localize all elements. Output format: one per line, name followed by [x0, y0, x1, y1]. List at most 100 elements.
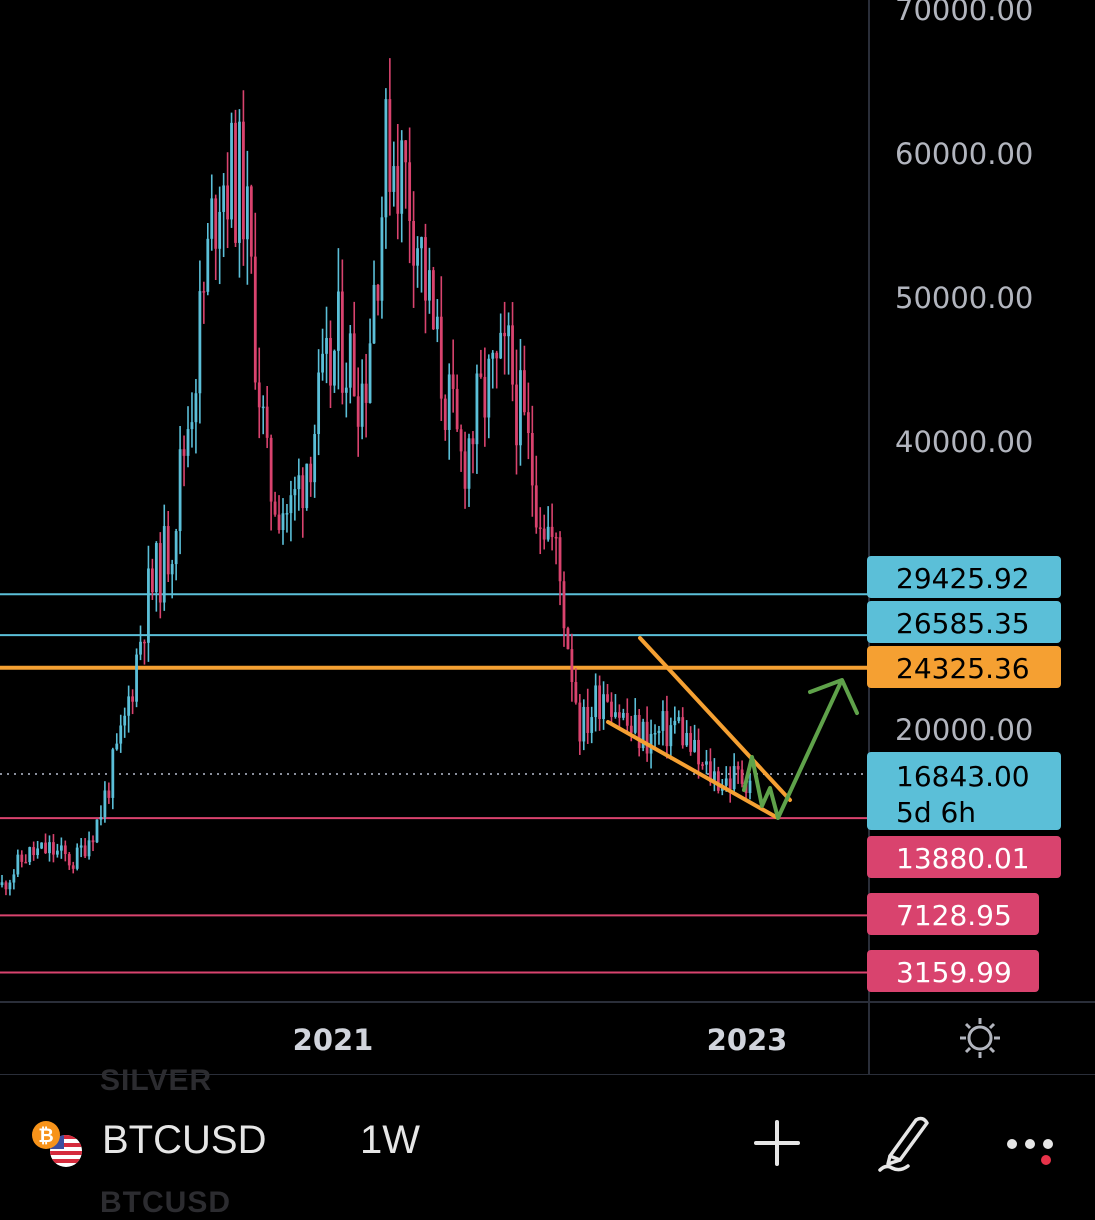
- candle-body: [705, 761, 708, 765]
- pencil-icon[interactable]: [876, 1112, 938, 1174]
- candle-body: [170, 564, 174, 575]
- candle-body: [226, 185, 229, 220]
- candle-body: [234, 122, 237, 243]
- candle-body: [214, 198, 218, 249]
- candle-body: [435, 316, 439, 330]
- x-tick-label-2023: 2023: [707, 1023, 788, 1057]
- candle-body: [257, 382, 261, 408]
- candle-body: [198, 291, 202, 394]
- candle-body: [293, 489, 297, 496]
- settings-icon[interactable]: [960, 1018, 1000, 1058]
- candle-body: [131, 696, 135, 702]
- candle-body: [546, 526, 550, 540]
- candle-body: [281, 513, 285, 530]
- candle-body: [515, 384, 518, 446]
- candle-body: [570, 649, 574, 683]
- candle-body: [578, 702, 582, 742]
- projection-arrowhead: [808, 678, 859, 715]
- candle-body: [99, 817, 103, 820]
- candle-body: [63, 845, 67, 855]
- candle-body: [238, 121, 241, 243]
- candle-body: [534, 485, 538, 528]
- more-icon[interactable]: [1004, 1130, 1064, 1170]
- candle-body: [210, 198, 214, 239]
- candle-body: [677, 717, 681, 721]
- symbol-name[interactable]: BTCUSD: [102, 1118, 267, 1162]
- candle-body: [325, 337, 328, 354]
- candle-body: [119, 725, 123, 744]
- price-badge: [867, 836, 1061, 878]
- candle-body: [621, 712, 625, 718]
- plus-icon[interactable]: [752, 1118, 802, 1168]
- candle-body: [107, 790, 111, 798]
- candle-body: [590, 717, 594, 733]
- candle-body: [277, 514, 281, 530]
- candle-body: [242, 121, 245, 240]
- candle-body: [222, 185, 226, 212]
- candle-body: [4, 882, 8, 890]
- candle-body: [139, 641, 142, 655]
- candle-body: [95, 819, 99, 843]
- candle-body: [24, 861, 28, 864]
- candle-body: [249, 186, 253, 257]
- interval-button[interactable]: 1W: [360, 1118, 420, 1162]
- candle-body: [218, 211, 222, 249]
- candle-body: [617, 712, 621, 718]
- wedge-upper-line: [638, 636, 792, 802]
- candle-body: [206, 238, 210, 292]
- price-badge-label: 26585.35: [896, 607, 1030, 640]
- candle-body: [83, 845, 87, 857]
- candle-body: [665, 711, 669, 747]
- candle-body: [661, 711, 665, 731]
- candle-body: [693, 739, 696, 752]
- candle-body: [329, 337, 332, 386]
- candle-body: [56, 850, 59, 855]
- candle-body: [59, 845, 63, 851]
- candle-body: [352, 333, 356, 397]
- candle-body: [253, 256, 257, 383]
- candle-body: [202, 291, 206, 293]
- svg-text:₿: ₿: [38, 1125, 53, 1147]
- x-tick-label-2021: 2021: [293, 1023, 374, 1057]
- candle-body: [0, 882, 4, 886]
- candle-body: [376, 284, 380, 301]
- candle-body: [348, 333, 352, 388]
- candle-body: [689, 733, 693, 752]
- price-badge-label: 7128.95: [896, 899, 1012, 932]
- candle-body: [309, 463, 313, 483]
- candle-body: [333, 350, 336, 386]
- candle-body: [495, 352, 499, 359]
- bottom-toolbar: [0, 1075, 1095, 1200]
- candle-body: [158, 543, 162, 603]
- candle-body: [701, 764, 704, 766]
- candle-body: [150, 568, 154, 593]
- candle-body: [487, 358, 491, 418]
- y-tick-label: 60000.00: [895, 137, 1033, 171]
- candle-body: [190, 422, 194, 430]
- candle-body: [71, 865, 75, 869]
- candle-body: [586, 706, 590, 733]
- candle-body: [269, 437, 273, 502]
- candle-body: [380, 217, 384, 301]
- candle-body: [127, 696, 131, 716]
- candle-body: [554, 536, 558, 539]
- candle-body: [499, 332, 503, 359]
- candle-body: [673, 720, 677, 726]
- candle-body: [285, 513, 289, 515]
- candle-body: [649, 733, 653, 754]
- symbol-logo[interactable]: ₿: [30, 1120, 86, 1170]
- candle-body: [48, 842, 51, 854]
- candle-body: [562, 581, 566, 629]
- y-axis-labels: 70000.00 60000.00 50000.00 40000.00 2000…: [895, 0, 1033, 747]
- candle-body: [724, 778, 728, 786]
- price-badge: [867, 601, 1061, 643]
- candle-body: [475, 373, 479, 445]
- ghost-watchlist-item: SILVER: [100, 1064, 213, 1097]
- price-badge-label: 24325.36: [896, 652, 1030, 685]
- candle-body: [681, 717, 685, 746]
- candle-body: [716, 771, 720, 791]
- candle-body: [633, 714, 637, 733]
- candle-body: [736, 766, 740, 770]
- horizontal-levels: [0, 593, 869, 974]
